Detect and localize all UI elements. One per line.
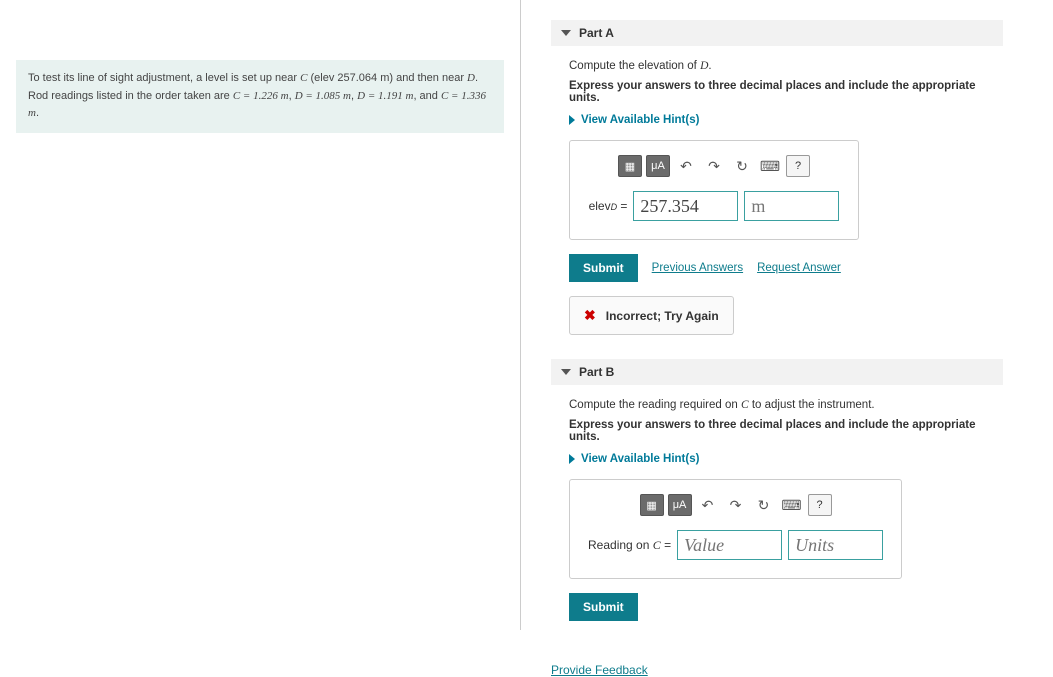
help-button[interactable]: ? (808, 494, 832, 516)
previous-answers-link[interactable]: Previous Answers (652, 262, 743, 274)
submit-row: Submit (569, 593, 997, 621)
var-d: D (467, 72, 475, 84)
part-b-body: Compute the reading required on C to adj… (551, 399, 1003, 659)
triangle-right-icon (569, 115, 575, 125)
greek-button[interactable]: μA (668, 494, 692, 516)
reading-2: D = 1.085 m (295, 90, 351, 102)
chevron-down-icon (561, 30, 571, 36)
feedback-message: ✖ Incorrect; Try Again (569, 296, 734, 335)
part-b-answer-box: ▦ μA ↶ ↷ ↻ ⌨ ? Reading on C = (569, 479, 902, 579)
answer-input-row: Reading on C = (588, 530, 883, 560)
reading-1: C = 1.226 m (233, 90, 289, 102)
part-a-instruction: Compute the elevation of D. (569, 60, 997, 72)
reading-3: D = 1.191 m (357, 90, 413, 102)
view-hints-button[interactable]: View Available Hint(s) (569, 114, 997, 126)
view-hints-button[interactable]: View Available Hint(s) (569, 453, 997, 465)
keyboard-icon: ⌨ (781, 497, 801, 514)
instr-text: to adjust the instrument. (749, 399, 875, 411)
part-a-precision: Express your answers to three decimal pl… (569, 80, 997, 104)
part-a-title: Part A (579, 26, 614, 40)
problem-panel: To test its line of sight adjustment, a … (0, 0, 520, 630)
label-eq: = (661, 538, 671, 552)
submit-row: Submit Previous Answers Request Answer (569, 254, 997, 282)
instr-text: . (708, 60, 711, 72)
incorrect-icon: ✖ (584, 307, 596, 324)
answer-toolbar: ▦ μA ↶ ↷ ↻ ⌨ ? (588, 494, 883, 516)
part-a-header[interactable]: Part A (551, 20, 1003, 46)
provide-feedback-link[interactable]: Provide Feedback (551, 663, 648, 677)
templates-icon: ▦ (625, 160, 635, 173)
redo-icon: ↷ (708, 158, 720, 175)
part-b-header[interactable]: Part B (551, 359, 1003, 385)
keyboard-icon: ⌨ (760, 158, 780, 175)
problem-statement: To test its line of sight adjustment, a … (16, 60, 504, 133)
redo-icon: ↷ (730, 497, 742, 514)
value-input[interactable] (633, 191, 738, 221)
answer-input-row: elevD = (588, 191, 840, 221)
label-prefix: Reading on (588, 538, 653, 552)
greek-icon: μA (673, 499, 687, 511)
keyboard-button[interactable]: ⌨ (780, 494, 804, 516)
instr-var: C (741, 399, 749, 411)
part-a-body: Compute the elevation of D. Express your… (551, 60, 1003, 359)
reset-icon: ↻ (758, 497, 770, 514)
label-var: C (653, 538, 661, 552)
request-answer-link[interactable]: Request Answer (757, 262, 841, 274)
problem-text: (elev 257.064 m) and then near (307, 72, 467, 84)
label-eq: = (617, 199, 627, 213)
help-button[interactable]: ? (786, 155, 810, 177)
answer-label: elevD = (589, 199, 628, 213)
undo-icon: ↶ (680, 158, 692, 175)
part-b-instruction: Compute the reading required on C to adj… (569, 399, 997, 411)
undo-button[interactable]: ↶ (696, 494, 720, 516)
keyboard-button[interactable]: ⌨ (758, 155, 782, 177)
hints-label: View Available Hint(s) (581, 453, 699, 465)
value-input[interactable] (677, 530, 782, 560)
reset-button[interactable]: ↻ (752, 494, 776, 516)
feedback-text: Incorrect; Try Again (606, 309, 719, 323)
chevron-down-icon (561, 369, 571, 375)
label-prefix: elev (589, 199, 611, 213)
redo-button[interactable]: ↷ (702, 155, 726, 177)
submit-button[interactable]: Submit (569, 593, 638, 621)
part-b-precision: Express your answers to three decimal pl… (569, 419, 997, 443)
submit-button[interactable]: Submit (569, 254, 638, 282)
help-icon: ? (816, 499, 822, 511)
help-icon: ? (795, 160, 801, 172)
greek-button[interactable]: μA (646, 155, 670, 177)
unit-input[interactable] (744, 191, 839, 221)
part-b-title: Part B (579, 365, 614, 379)
templates-icon: ▦ (646, 499, 656, 512)
redo-button[interactable]: ↷ (724, 494, 748, 516)
problem-text: To test its line of sight adjustment, a … (28, 72, 300, 84)
templates-button[interactable]: ▦ (640, 494, 664, 516)
instr-text: Compute the reading required on (569, 399, 741, 411)
answer-toolbar: ▦ μA ↶ ↷ ↻ ⌨ ? (588, 155, 840, 177)
unit-input[interactable] (788, 530, 883, 560)
templates-button[interactable]: ▦ (618, 155, 642, 177)
undo-button[interactable]: ↶ (674, 155, 698, 177)
triangle-right-icon (569, 454, 575, 464)
hints-label: View Available Hint(s) (581, 114, 699, 126)
part-a-answer-box: ▦ μA ↶ ↷ ↻ ⌨ ? elevD = (569, 140, 859, 240)
answer-label: Reading on C = (588, 538, 671, 553)
reset-icon: ↻ (736, 158, 748, 175)
instr-text: Compute the elevation of (569, 60, 700, 72)
undo-icon: ↶ (702, 497, 714, 514)
reset-button[interactable]: ↻ (730, 155, 754, 177)
answer-panel: Part A Compute the elevation of D. Expre… (521, 0, 1053, 630)
greek-icon: μA (651, 160, 665, 172)
